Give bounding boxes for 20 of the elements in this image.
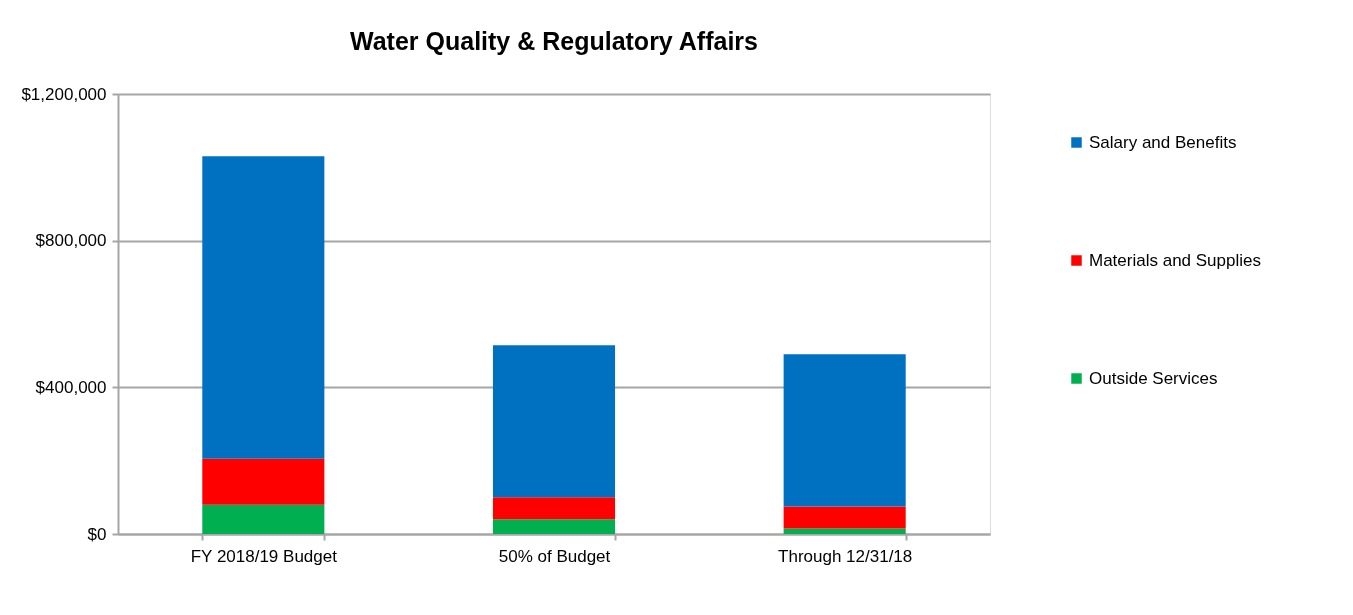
legend-label: Salary and Benefits bbox=[1089, 132, 1237, 152]
bar bbox=[783, 354, 906, 507]
y-tick-label: $0 bbox=[87, 524, 107, 544]
x-tick-label: Through 12/31/18 bbox=[778, 546, 913, 566]
chart-title: Water Quality & Regulatory Affairs bbox=[350, 27, 758, 55]
bar bbox=[783, 506, 906, 529]
y-tick-label: $1,200,000 bbox=[21, 84, 107, 104]
bar bbox=[202, 504, 325, 534]
y-tick-label: $400,000 bbox=[35, 377, 107, 397]
bar bbox=[492, 519, 616, 534]
bar bbox=[783, 528, 906, 534]
bar bbox=[202, 156, 325, 459]
legend-label: Materials and Supplies bbox=[1089, 250, 1261, 270]
bar bbox=[492, 345, 616, 498]
bar bbox=[202, 458, 325, 505]
bar bbox=[492, 497, 616, 520]
x-tick-label: 50% of Budget bbox=[498, 546, 611, 566]
legend-label: Outside Services bbox=[1089, 368, 1218, 388]
y-tick-label: $800,000 bbox=[35, 231, 107, 251]
x-tick-label: FY 2018/19 Budget bbox=[190, 546, 338, 566]
